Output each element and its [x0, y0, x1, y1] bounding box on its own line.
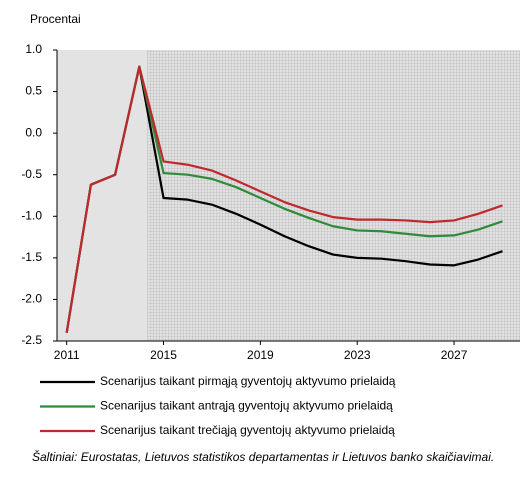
- y-tick-label: -1.0: [21, 208, 42, 222]
- y-tick-label: 0.0: [25, 125, 42, 139]
- forecast-shade: [147, 50, 520, 341]
- y-tick-label: -2.0: [21, 292, 42, 306]
- legend-label: Scenarijus taikant antrąją gyventojų akt…: [100, 399, 393, 413]
- x-tick-label: 2023: [344, 348, 371, 362]
- x-tick-label: 2027: [441, 348, 468, 362]
- series-line: [65, 65, 503, 333]
- y-tick-label: 1.0: [25, 42, 42, 56]
- x-tick-label: 2011: [54, 348, 80, 362]
- chart: Procentai 1.0 0.5 0.0 -0.5 -1.0 -1.5 -2.0 -2.5 2…: [21, 12, 520, 437]
- x-tick-label: 2015: [150, 348, 177, 362]
- source-note: Šaltiniai: Eurostatas, Lietuvos statisti…: [32, 450, 495, 464]
- x-tick-label: 2019: [247, 348, 274, 362]
- legend-label: Scenarijus taikant trečiąją gyventojų ak…: [100, 423, 395, 437]
- y-tick-label: 0.5: [25, 84, 42, 98]
- y-tick-label: -1.5: [21, 250, 42, 264]
- y-axis-label: Procentai: [30, 12, 81, 26]
- legend-label: Scenarijus taikant pirmąją gyventojų akt…: [100, 374, 396, 388]
- y-tick-label: -2.5: [21, 333, 42, 347]
- y-tick-label: -0.5: [21, 167, 42, 181]
